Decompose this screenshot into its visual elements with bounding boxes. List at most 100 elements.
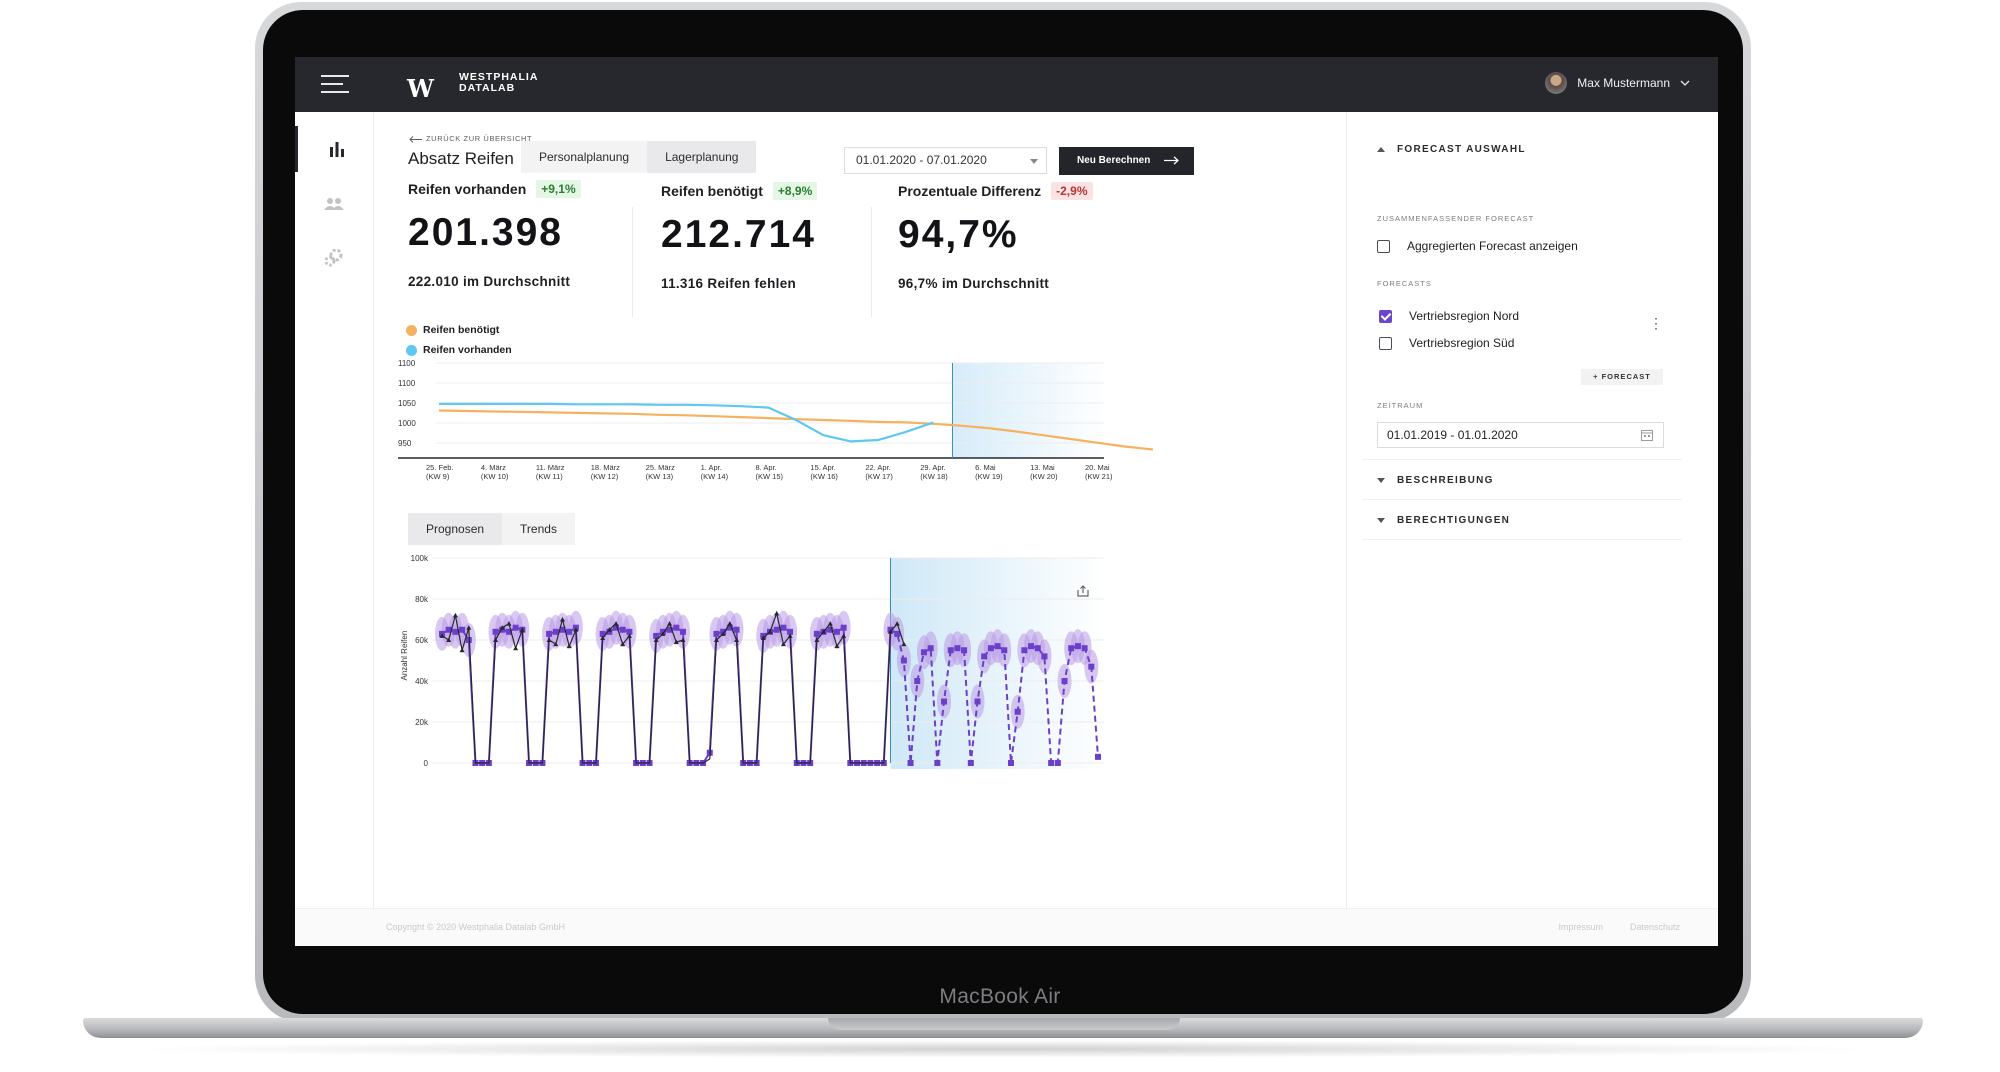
ist-point bbox=[439, 633, 445, 638]
period-value: 01.01.2019 - 01.01.2020 bbox=[1387, 428, 1518, 442]
prognose-point bbox=[1068, 645, 1075, 652]
x-tick-line: (KW 9) bbox=[426, 472, 450, 481]
menu-icon[interactable] bbox=[321, 75, 349, 95]
kpi-change-badge: +8,9% bbox=[772, 182, 818, 200]
x-tick-line: 4. März bbox=[481, 463, 506, 472]
forecast-section-header[interactable]: FORECAST AUSWAHL bbox=[1377, 144, 1526, 155]
checkbox[interactable] bbox=[1377, 239, 1390, 253]
prognose-point bbox=[833, 628, 840, 635]
y-tick-label: 1050 bbox=[398, 399, 416, 408]
x-tick-line: (KW 21) bbox=[1085, 472, 1113, 481]
tab-lagerplanung[interactable]: Lagerplanung bbox=[647, 141, 757, 173]
prognose-point bbox=[679, 628, 686, 635]
period-input[interactable]: 01.01.2019 - 01.01.2020 bbox=[1377, 422, 1664, 448]
x-tick-label: 11. März (KW 11) bbox=[536, 463, 565, 481]
prognose-point bbox=[726, 624, 733, 631]
date-range-value: 01.01.2020 - 07.01.2020 bbox=[856, 153, 987, 167]
arrow-right-icon bbox=[1164, 156, 1179, 165]
device-label: MacBook Air bbox=[939, 985, 1061, 1008]
y-tick-label: 100k bbox=[411, 554, 429, 563]
kpi-reifen-benoetigt: Reifen benötigt +8,9% 212.714 11.316 Reif… bbox=[661, 182, 818, 291]
ist-point bbox=[493, 637, 499, 642]
user-name: Max Mustermann bbox=[1577, 76, 1670, 90]
tab-personalplanung[interactable]: Personalplanung bbox=[521, 141, 648, 173]
kpi-subtext: 96,7% im Durchschnitt bbox=[898, 276, 1050, 291]
ist-point bbox=[546, 637, 552, 642]
back-link[interactable]: ZURÜCK ZUR ÜBERSICHT bbox=[409, 134, 532, 143]
sidebar-item-team[interactable] bbox=[295, 181, 373, 227]
ist-point bbox=[600, 635, 606, 640]
ist-point bbox=[760, 635, 766, 640]
date-range-select[interactable]: 01.01.2020 - 07.01.2020 bbox=[844, 147, 1047, 174]
checkbox[interactable] bbox=[1379, 336, 1392, 350]
sidebar-item-settings[interactable] bbox=[295, 235, 373, 281]
add-forecast-button[interactable]: + FORECAST bbox=[1581, 369, 1663, 385]
forecast-item-nord[interactable]: Vertriebsregion Nord bbox=[1379, 309, 1519, 323]
ist-point bbox=[780, 641, 786, 647]
prognose-point bbox=[666, 626, 673, 633]
forecast-panel: FORECAST AUSWAHL ZUSAMMENFASSENDER FOREC… bbox=[1346, 112, 1718, 908]
legend-label: Reifen benötigt bbox=[423, 324, 500, 336]
aggregate-forecast-toggle[interactable]: Aggregierten Forecast anzeigen bbox=[1377, 239, 1578, 253]
ist-line bbox=[441, 611, 905, 764]
legend-item-vorhanden[interactable]: Reifen vorhanden bbox=[406, 340, 512, 360]
period-label: ZEITRAUM bbox=[1377, 401, 1424, 410]
chart-tabs: Prognosen Trends bbox=[408, 513, 575, 545]
ist-point bbox=[734, 637, 740, 642]
brand-name: WESTPHALIA DATALAB bbox=[459, 72, 538, 94]
x-tick-label: 8. Apr. (KW 15) bbox=[756, 463, 784, 481]
prognose-point bbox=[827, 626, 834, 633]
forecast-item-sued[interactable]: Vertriebsregion Süd bbox=[1379, 336, 1514, 350]
prognose-point bbox=[987, 645, 994, 652]
more-vertical-icon[interactable]: ⋮ bbox=[1649, 315, 1663, 331]
divider bbox=[1362, 539, 1682, 540]
description-section-header[interactable]: BESCHREIBUNG bbox=[1377, 475, 1494, 486]
prognose-point bbox=[974, 698, 981, 705]
kpi-label: Prozentuale Differenz bbox=[898, 183, 1042, 199]
prognose-point bbox=[613, 624, 620, 631]
x-tick-label: 22. Apr. (KW 17) bbox=[865, 463, 893, 481]
kpi-divider bbox=[632, 207, 633, 317]
prognose-point bbox=[599, 630, 606, 637]
x-tick-line: 13. Mai bbox=[1030, 463, 1055, 472]
prognose-point bbox=[1028, 643, 1035, 650]
permissions-section-header[interactable]: BERECHTIGUNGEN bbox=[1377, 515, 1510, 526]
x-tick-line: 22. Apr. bbox=[865, 463, 890, 472]
sidebar-item-analytics[interactable] bbox=[295, 126, 376, 172]
app-screen: W WESTPHALIA DATALAB Max Mustermann ZURÜ… bbox=[295, 57, 1718, 946]
recalculate-label: Neu Berechnen bbox=[1077, 155, 1151, 166]
recalculate-button[interactable]: Neu Berechnen bbox=[1059, 147, 1194, 175]
forecast-item-label: Vertriebsregion Nord bbox=[1409, 309, 1520, 323]
footer-link-impressum[interactable]: Impressum bbox=[1558, 922, 1603, 932]
laptop-notch bbox=[828, 1018, 1180, 1030]
x-tick-line: 6. Mai bbox=[975, 463, 996, 472]
prognose-point bbox=[653, 632, 660, 639]
legend-swatch bbox=[406, 344, 417, 356]
ist-point bbox=[459, 647, 465, 653]
ist-point bbox=[827, 621, 833, 626]
user-menu[interactable]: Max Mustermann bbox=[1545, 72, 1690, 94]
kpi-prozentuale-differenz: Prozentuale Differenz -2,9% 94,7% 96,7% i… bbox=[898, 182, 1093, 291]
footer-link-datenschutz[interactable]: Datenschutz bbox=[1629, 922, 1680, 932]
checkbox-checked[interactable] bbox=[1379, 309, 1392, 323]
x-tick-label: 6. Mai (KW 19) bbox=[975, 463, 1003, 481]
ist-point bbox=[814, 637, 820, 642]
ist-point bbox=[506, 621, 512, 626]
y-tick-label: 60k bbox=[415, 636, 429, 645]
y-tick-label: 20k bbox=[415, 718, 429, 727]
kpi-label: Reifen vorhanden bbox=[408, 181, 527, 197]
kpi-value: 201.398 bbox=[408, 211, 563, 254]
chart-legend: Reifen benötigt Reifen vorhanden bbox=[406, 320, 512, 360]
prognose-point bbox=[733, 626, 740, 633]
forecast-region bbox=[952, 363, 1104, 458]
tab-prognosen[interactable]: Prognosen bbox=[408, 513, 503, 545]
back-link-label: ZURÜCK ZUR ÜBERSICHT bbox=[426, 134, 533, 143]
prognose-point bbox=[787, 628, 794, 635]
tab-trends[interactable]: Trends bbox=[502, 513, 575, 545]
prognose-point bbox=[967, 760, 974, 766]
calendar-icon[interactable] bbox=[1641, 429, 1653, 441]
prognose-point bbox=[459, 626, 466, 633]
stock-line-chart: 1100 1100 1050 1000 950 25. Feb. (KW 9) 4. März… bbox=[398, 359, 1154, 481]
legend-item-benoetigt[interactable]: Reifen benötigt bbox=[406, 320, 512, 340]
prognose-point bbox=[961, 647, 968, 654]
